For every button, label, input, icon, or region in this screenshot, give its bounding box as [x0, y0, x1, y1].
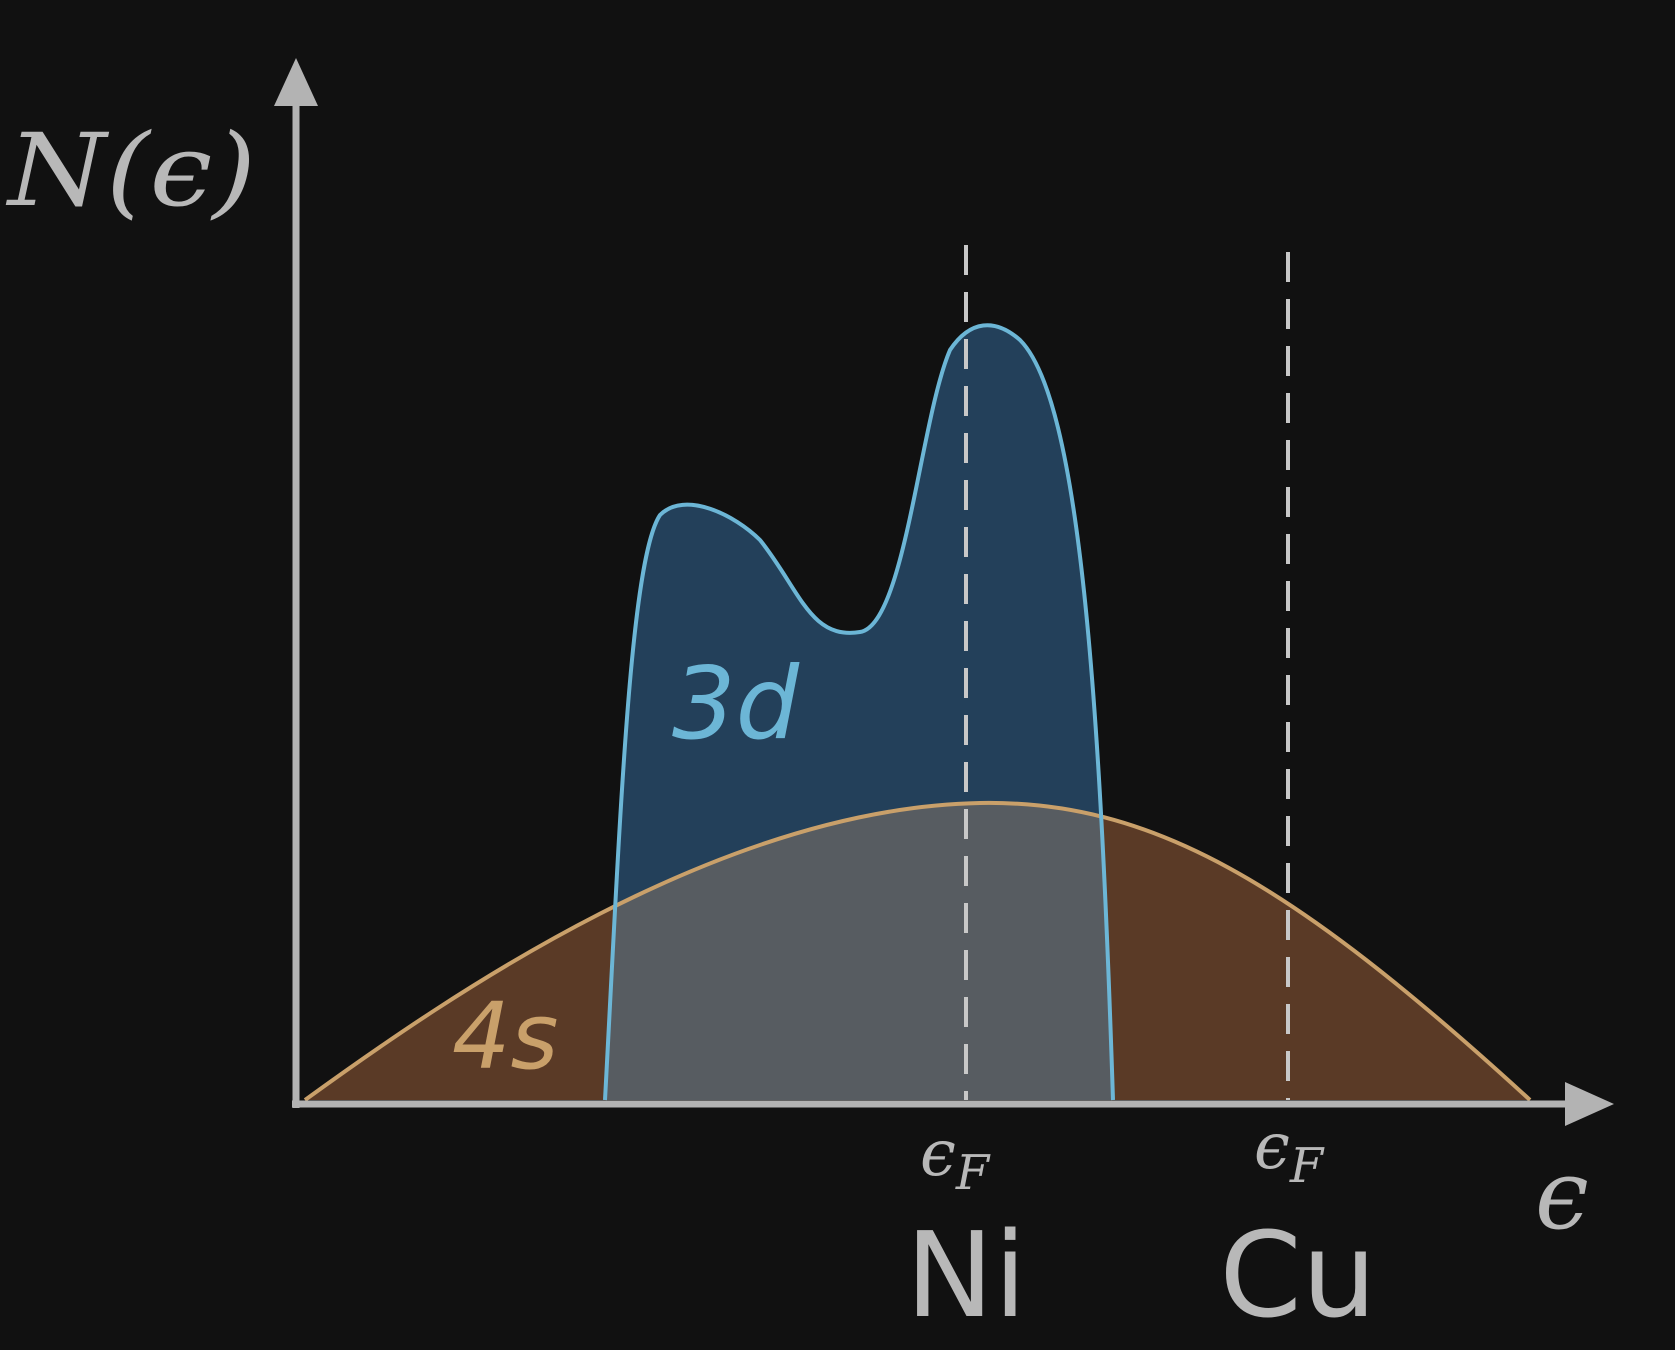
x-axis-arrowhead	[1565, 1082, 1614, 1126]
y-axis-arrowhead	[274, 58, 318, 106]
metal-label-ni: Ni	[905, 1206, 1026, 1344]
fermi-symbol-ni: ϵ	[920, 1117, 956, 1191]
fermi-subscript-cu: F	[1289, 1138, 1325, 1194]
fermi-label-ni: ϵF	[920, 1117, 991, 1201]
fermi-symbol-cu: ϵ	[1254, 1110, 1290, 1184]
s-band-curve	[303, 800, 1532, 1102]
overlap-region	[605, 802, 1113, 1100]
x-axis-label: ϵ	[1535, 1139, 1589, 1251]
fermi-subscript-ni: F	[955, 1145, 991, 1201]
y-axis-label: N(ϵ)	[6, 112, 256, 229]
metal-label-cu: Cu	[1219, 1206, 1376, 1344]
fermi-label-cu: ϵF	[1254, 1110, 1325, 1194]
d-band-label: 3d	[672, 645, 800, 762]
s-band-label: 4s	[452, 983, 558, 1090]
d-band-curve	[603, 323, 1115, 1101]
